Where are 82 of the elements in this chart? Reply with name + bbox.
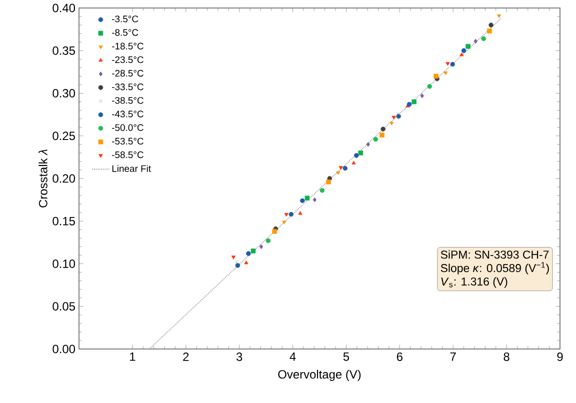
point — [266, 238, 271, 244]
point — [298, 211, 302, 215]
y-tick-label: 0.05 — [52, 302, 75, 311]
y-axis-title: Crosstalk λ — [38, 150, 48, 208]
y-tick-label: 0.20 — [52, 174, 76, 183]
point — [496, 14, 502, 18]
x-tick-label: 8 — [504, 352, 510, 361]
y-tick-label: 0.10 — [52, 260, 76, 268]
legend-label: -58.5°C — [112, 151, 144, 158]
x-tick-label: 6 — [396, 352, 402, 361]
y-tick-label: 0.30 — [52, 89, 76, 98]
legend-label: -38.5°C — [112, 97, 144, 104]
legend-label: -8.5°C — [112, 29, 138, 36]
point — [420, 93, 424, 98]
y-tick-label: 0.25 — [52, 132, 75, 140]
x-tick-label: 9 — [557, 352, 563, 361]
point — [358, 150, 364, 156]
point — [427, 84, 432, 89]
annotation: V$_{s}$: 1.316 (V) — [441, 277, 508, 288]
x-tick-label: 7 — [450, 352, 456, 361]
point — [481, 36, 486, 42]
y-tick-label: 0.40 — [52, 4, 76, 12]
point — [288, 212, 294, 217]
point — [312, 197, 317, 202]
x-tick-label: 4 — [290, 352, 296, 361]
point — [250, 248, 256, 254]
point — [235, 263, 240, 268]
y-tick-label: 0.35 — [52, 46, 75, 55]
y-tick-label: 0.15 — [52, 216, 75, 226]
point — [488, 22, 494, 28]
point — [300, 198, 305, 204]
x-tick-label: 5 — [343, 352, 350, 361]
point — [282, 220, 286, 224]
point — [446, 62, 450, 66]
point — [392, 116, 396, 120]
x-tick-label: 1 — [130, 352, 136, 361]
point — [338, 166, 343, 170]
x-tick-label: 2 — [183, 352, 189, 361]
point — [246, 251, 251, 256]
legend-label: -53.5°C — [112, 138, 144, 145]
legend-label: Linear Fit — [112, 165, 151, 172]
annotation: Slope κ: 0.0589 (V$^{−1}$) — [440, 262, 549, 274]
point — [272, 228, 277, 234]
x-tick-label: 3 — [236, 352, 242, 361]
point — [474, 38, 478, 44]
point — [326, 180, 331, 184]
annotation: SiPM: SN-3393 CH-7 — [440, 250, 549, 259]
point — [390, 122, 394, 126]
point — [460, 52, 464, 56]
legend-label: -18.5°C — [112, 42, 144, 50]
legend-label: -33.5°C — [112, 84, 144, 90]
point — [396, 112, 400, 116]
legend-label: -43.5°C — [112, 110, 144, 118]
legend-label: -23.5°C — [112, 56, 144, 64]
point — [380, 126, 386, 132]
point — [380, 132, 384, 138]
point — [450, 62, 455, 67]
point — [396, 114, 401, 119]
legend-label: -50.0°C — [112, 124, 144, 131]
point — [434, 74, 438, 79]
point — [244, 260, 248, 264]
point — [366, 142, 370, 147]
point — [412, 99, 416, 104]
legend-label: -3.5°C — [112, 16, 138, 22]
point — [336, 171, 340, 175]
point — [320, 188, 325, 193]
point — [373, 136, 378, 142]
point — [304, 196, 310, 200]
legend-label: -28.5°C — [112, 70, 144, 77]
point — [461, 48, 466, 54]
x-axis-title: Overvoltage (V) — [278, 370, 361, 381]
point — [466, 44, 470, 49]
point — [231, 256, 236, 260]
point — [352, 160, 356, 164]
point — [234, 260, 238, 264]
point — [354, 153, 359, 158]
point — [259, 244, 264, 250]
point — [284, 213, 288, 217]
y-tick-label: 0.00 — [52, 344, 76, 354]
point — [342, 166, 348, 171]
point — [487, 28, 492, 34]
point — [444, 71, 448, 76]
